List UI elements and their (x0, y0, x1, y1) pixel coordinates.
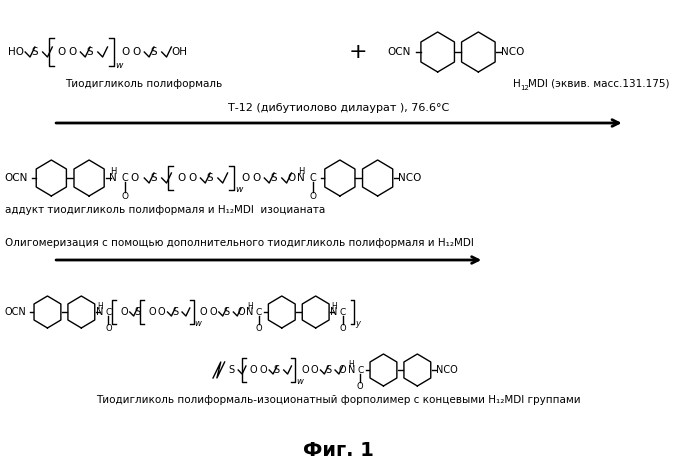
Text: O: O (199, 307, 207, 317)
Text: N: N (348, 365, 355, 375)
Text: 12: 12 (520, 85, 529, 91)
Text: Т-12 (дибутиолово дилаурат ), 76.6°С: Т-12 (дибутиолово дилаурат ), 76.6°С (229, 103, 449, 113)
Text: OCN: OCN (387, 47, 411, 57)
Text: O: O (148, 307, 156, 317)
Text: S: S (325, 365, 331, 375)
Text: H: H (298, 166, 304, 175)
Text: O: O (253, 173, 261, 183)
Text: O: O (133, 47, 141, 57)
Text: OH: OH (171, 47, 187, 57)
Text: N: N (110, 173, 117, 183)
Text: C: C (340, 307, 346, 317)
Text: S: S (224, 307, 230, 317)
Text: OCN: OCN (5, 307, 27, 317)
Text: Тиодигликоль полиформаль: Тиодигликоль полиформаль (65, 79, 222, 89)
Text: C: C (122, 173, 129, 183)
Text: O: O (69, 47, 77, 57)
Text: S: S (31, 47, 38, 57)
Text: S: S (229, 365, 235, 375)
Text: O: O (131, 173, 138, 183)
Text: H: H (247, 301, 253, 311)
Text: N: N (331, 307, 338, 317)
Text: w: w (194, 319, 201, 327)
Text: OCN: OCN (5, 173, 28, 183)
Text: O: O (178, 173, 185, 183)
Text: H: H (110, 166, 117, 175)
Text: S: S (134, 307, 140, 317)
Text: C: C (106, 307, 112, 317)
Text: w: w (115, 60, 122, 69)
Text: O: O (357, 381, 363, 391)
Text: N: N (246, 307, 254, 317)
Text: O: O (122, 192, 129, 200)
Text: N: N (297, 173, 305, 183)
Text: N: N (96, 307, 103, 317)
Text: w: w (296, 377, 303, 385)
Text: S: S (271, 173, 278, 183)
Text: H: H (97, 301, 103, 311)
Text: NCO: NCO (500, 47, 524, 57)
Text: O: O (241, 173, 250, 183)
Text: O: O (339, 365, 347, 375)
Text: O: O (311, 365, 319, 375)
Text: HO: HO (8, 47, 24, 57)
Text: H: H (513, 79, 521, 89)
Text: S: S (207, 173, 213, 183)
Text: S: S (274, 365, 280, 375)
Text: MDI (эквив. масс.131.175): MDI (эквив. масс.131.175) (528, 79, 669, 89)
Text: H: H (331, 301, 337, 311)
Text: C: C (310, 173, 316, 183)
Text: +: + (349, 42, 368, 62)
Text: O: O (255, 324, 262, 332)
Text: S: S (172, 307, 178, 317)
Text: y: y (355, 319, 361, 327)
Text: O: O (309, 192, 316, 200)
Text: O: O (340, 324, 346, 332)
Text: аддукт тиодигликоль полиформаля и H₁₂MDI  изоцианата: аддукт тиодигликоль полиформаля и H₁₂MDI… (5, 205, 325, 215)
Text: O: O (287, 173, 296, 183)
Text: w: w (236, 185, 243, 193)
Text: Фиг. 1: Фиг. 1 (303, 440, 373, 459)
Text: S: S (151, 47, 157, 57)
Text: O: O (120, 307, 128, 317)
Text: O: O (301, 365, 309, 375)
Text: C: C (357, 365, 363, 374)
Text: NCO: NCO (435, 365, 457, 375)
Text: H: H (349, 359, 354, 368)
Text: O: O (158, 307, 166, 317)
Text: O: O (121, 47, 129, 57)
Text: O: O (250, 365, 257, 375)
Text: C: C (255, 307, 261, 317)
Text: O: O (237, 307, 245, 317)
Text: S: S (87, 47, 94, 57)
Text: O: O (57, 47, 66, 57)
Text: O: O (259, 365, 267, 375)
Text: O: O (105, 324, 112, 332)
Text: O: O (209, 307, 217, 317)
Text: O: O (189, 173, 197, 183)
Text: Олигомеризация с помощью дополнительного тиодигликоль полиформаля и H₁₂MDI: Олигомеризация с помощью дополнительного… (5, 238, 474, 248)
Text: NCO: NCO (398, 173, 421, 183)
Text: S: S (151, 173, 157, 183)
Text: Тиодигликоль полиформаль-изоционатный форполимер с концевыми H₁₂MDI группами: Тиодигликоль полиформаль-изоционатный фо… (96, 395, 580, 405)
